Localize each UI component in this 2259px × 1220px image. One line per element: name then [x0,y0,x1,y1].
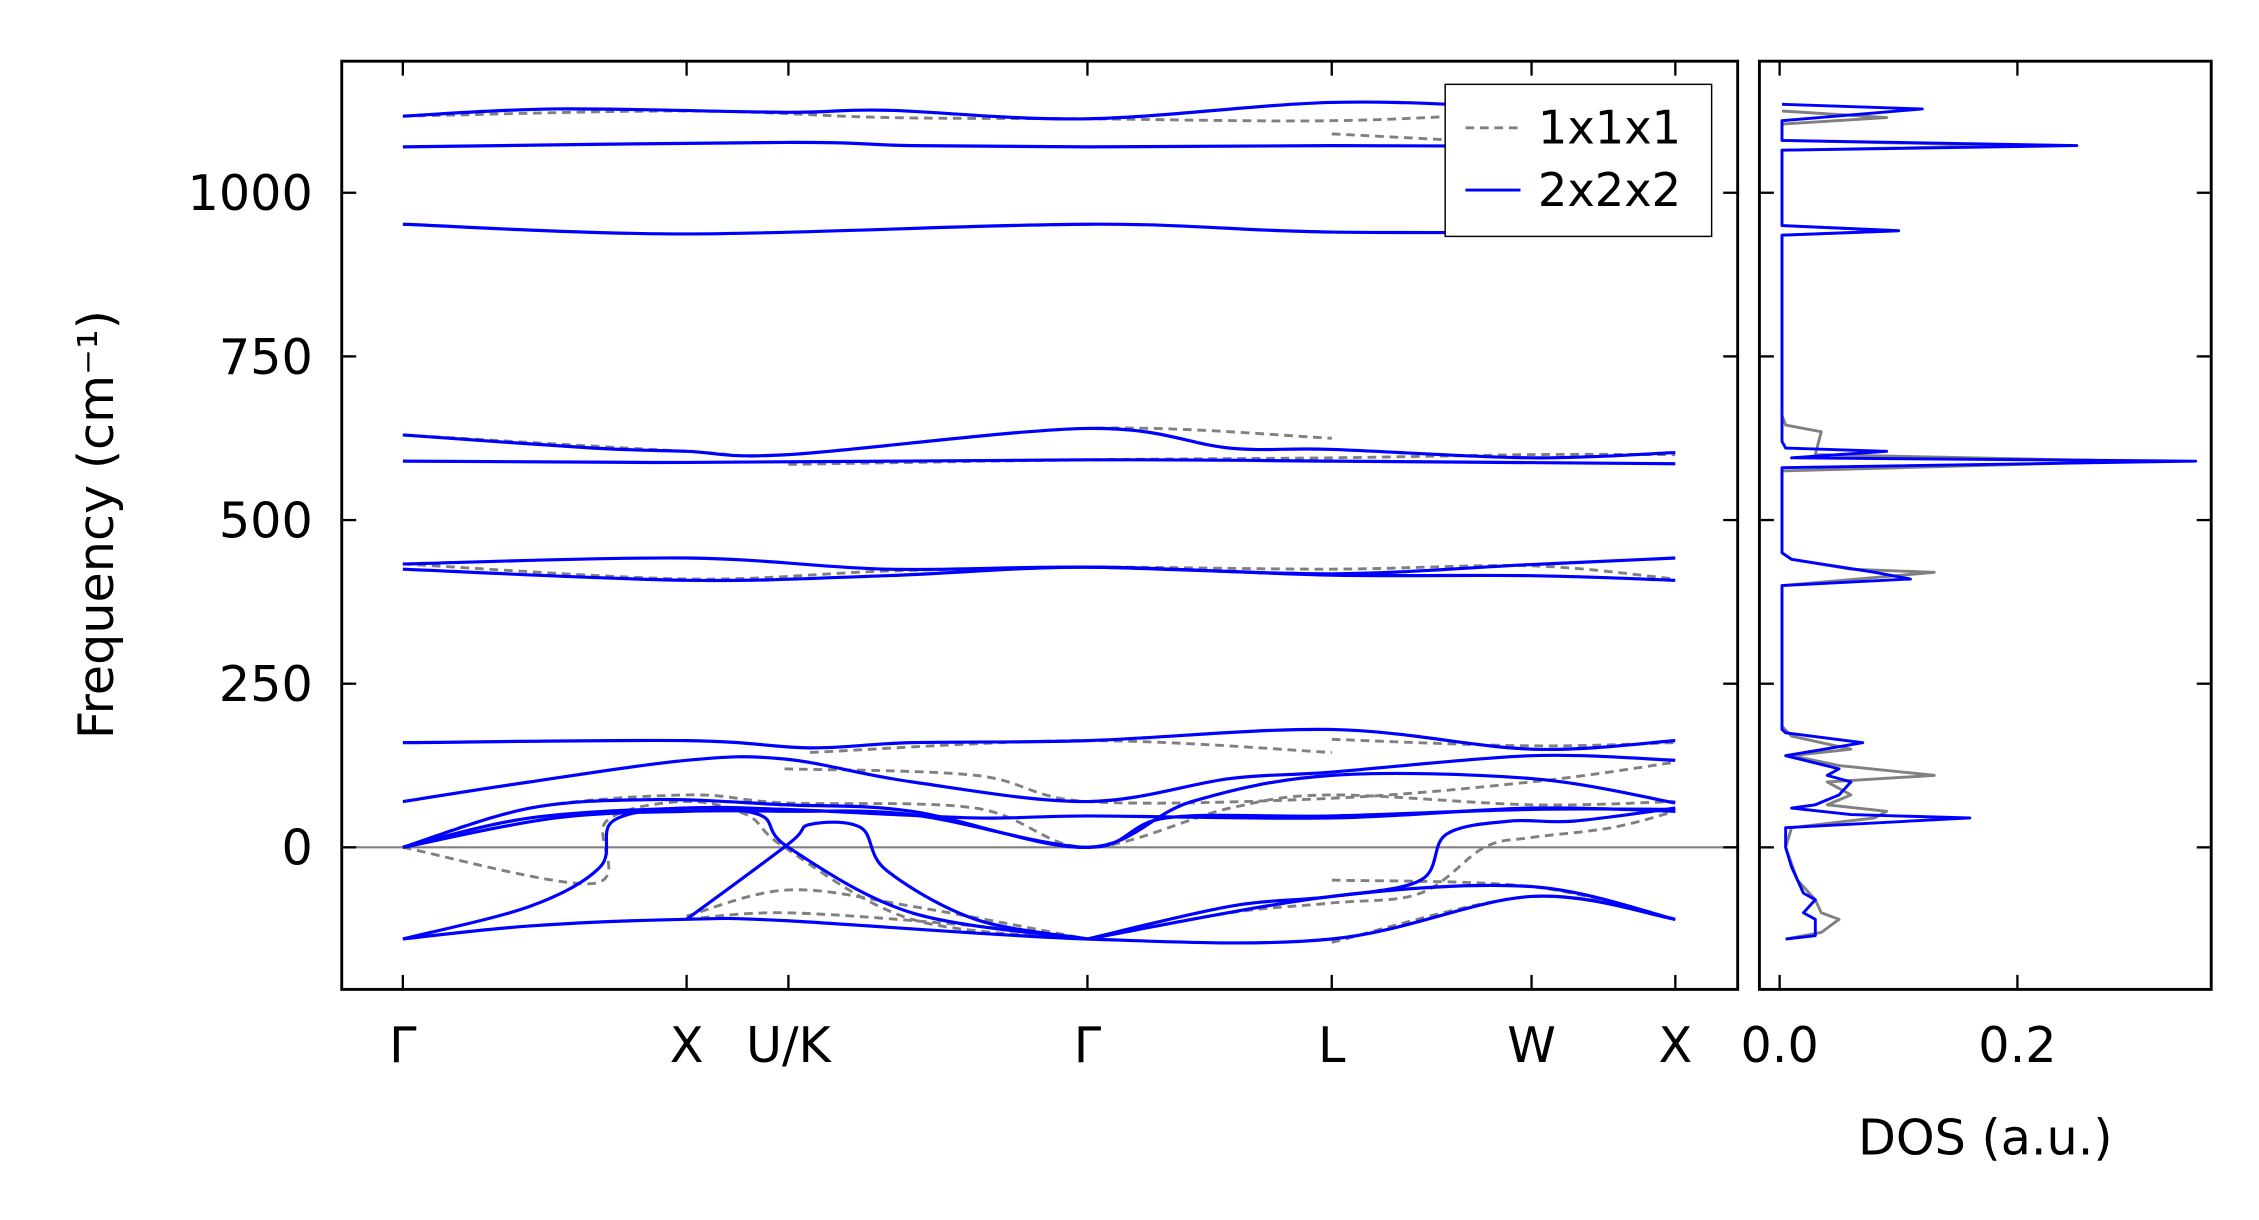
y-tick-label: 0 [281,819,312,877]
band-line-2x2x2 [402,458,1676,466]
dos-frame [1757,59,2213,991]
x-tick-label: U/K [746,1016,833,1074]
y-tick-label: 500 [219,491,313,549]
legend-box [1444,83,1713,238]
band-line-1x1x1 [1331,894,1676,944]
dos-line-1x1x1 [1780,109,2138,941]
y-tick-label: 750 [219,328,313,386]
legend: 1x1x1 2x2x2 [1444,83,1713,238]
legend-label: 1x1x1 [1538,101,1681,155]
x-tick-label: X [670,1016,704,1074]
x-tick-label: W [1507,1016,1556,1074]
band-line-1x1x1 [402,793,1676,849]
band-line-2x2x2 [402,556,1676,576]
x-tick-label: X [1658,1016,1692,1074]
dos-line-2x2x2 [1780,102,2198,941]
band-line-2x2x2 [402,805,1676,849]
band-line-1x1x1 [1087,809,1676,941]
y-axis-label: Frequency (cm⁻¹) [67,310,125,739]
legend-label: 2x2x2 [1538,163,1681,217]
band-line-1x1x1 [686,888,1088,941]
band-line-2x2x2 [402,727,1676,752]
plot-frame [340,59,1740,991]
y-tick-label: 250 [219,655,313,713]
band-line-2x2x2 [402,426,1676,460]
x-tick-label: Γ [1074,1016,1102,1074]
x-tick-label: Γ [389,1016,417,1074]
dos-x-tick-label: 0.0 [1740,1016,1818,1074]
band-line-2x2x2 [402,753,1676,804]
band-structure-plot: 0 250 500 750 1000 Γ X U/K Γ L W X Frequency (cm⁻¹) 1… [67,59,1740,1074]
band-line-2x2x2 [1087,883,1676,941]
y-tick-label: 1000 [188,164,313,222]
dos-x-axis-label: DOS (a.u.) [1858,1108,2113,1166]
x-tick-label: L [1318,1016,1346,1074]
band-line-2x2x2 [402,806,1088,941]
band-line-2x2x2 [1087,806,1676,941]
dos-plot: 0.0 0.2 DOS (a.u.) [1740,59,2213,1166]
dos-x-tick-label: 0.2 [1978,1016,2056,1074]
band-line-2x2x2 [402,140,1676,149]
band-line-2x2x2 [402,807,1676,849]
band-line-2x2x2 [402,565,1676,583]
band-line-2x2x2 [402,894,1676,945]
band-line-2x2x2 [685,820,1088,941]
